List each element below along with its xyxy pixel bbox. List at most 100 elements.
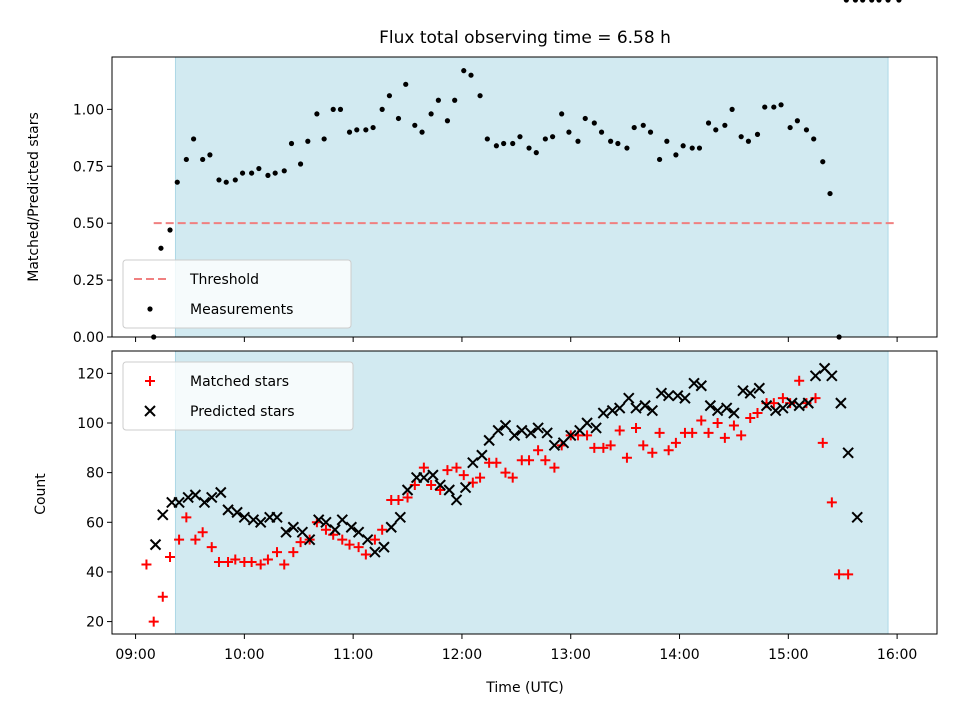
data-point (475, 472, 486, 483)
data-point (672, 389, 684, 402)
data-point (361, 533, 374, 546)
data-point (254, 516, 267, 528)
data-point (885, 0, 891, 3)
data-point (598, 129, 605, 135)
data-point (197, 527, 208, 538)
panel-counts: 20 40 60 80 100 120 09:00 10:00 11:00 12:00 13:00 1… (77, 351, 938, 663)
data-point (141, 559, 152, 570)
data-point (589, 442, 600, 453)
data-point (582, 115, 588, 122)
data-point (246, 557, 257, 568)
data-point (435, 97, 441, 103)
y-axis-label-bottom: Count (33, 473, 49, 515)
data-point (443, 484, 455, 496)
data-point (370, 124, 376, 131)
y-tick-label: 40 (86, 565, 104, 581)
y-tick-label: 120 (77, 366, 104, 382)
data-point (550, 134, 556, 140)
legend-swatch-dot (147, 306, 153, 312)
data-point (435, 485, 446, 496)
data-point (817, 437, 828, 448)
x-tick-label: 10:00 (224, 647, 264, 663)
data-point (345, 521, 358, 533)
data-point (777, 402, 789, 414)
data-point (461, 68, 467, 74)
data-point (256, 165, 262, 172)
legend: Matched stars Predicted stars (122, 361, 354, 431)
data-point (662, 389, 675, 402)
data-point (673, 152, 679, 158)
data-point (491, 457, 502, 468)
data-point (606, 404, 619, 417)
data-point (696, 415, 707, 426)
data-point (786, 397, 798, 409)
y-tick-label: 60 (86, 515, 104, 531)
data-point (802, 397, 814, 409)
y-tick-label: 100 (77, 416, 104, 432)
data-point (753, 382, 766, 394)
data-point (778, 102, 784, 108)
x-tick-label: 09:00 (115, 647, 155, 663)
data-point (777, 393, 788, 404)
data-point (386, 93, 393, 99)
data-point (190, 534, 201, 545)
data-point (369, 534, 380, 545)
data-point (711, 404, 724, 417)
data-point (744, 387, 756, 399)
x-tick-label: 16:00 (877, 647, 917, 663)
data-point (165, 552, 176, 563)
data-point (852, 0, 859, 3)
data-point (663, 445, 674, 456)
data-point (793, 399, 805, 412)
data-point (754, 131, 761, 137)
data-point (843, 569, 854, 580)
data-point (346, 129, 353, 135)
data-point (190, 136, 197, 142)
y-tick-label: 0.25 (73, 273, 104, 289)
data-point (320, 516, 332, 528)
data-point (809, 370, 822, 382)
data-point (265, 172, 271, 178)
data-point (811, 136, 817, 142)
data-point (412, 122, 418, 128)
data-point (363, 127, 369, 133)
data-point (687, 427, 698, 438)
data-point (720, 402, 733, 414)
legend-label: Measurements (190, 302, 293, 318)
data-point (760, 399, 773, 412)
data-point (320, 524, 331, 535)
legend: Threshold Measurements (122, 259, 352, 329)
y-tick-label: 0.75 (73, 159, 104, 175)
data-point (238, 511, 251, 524)
data-point (728, 407, 740, 419)
panel-ratio: 0.00 0.25 0.50 0.75 1.00 Threshold Measurement… (73, 0, 938, 346)
series-predicted-stars (151, 363, 863, 558)
y-tick-label: 0.00 (73, 330, 104, 346)
data-point (689, 145, 695, 151)
data-point (801, 398, 812, 409)
data-point (680, 143, 686, 149)
data-point (468, 72, 474, 78)
data-point (827, 190, 833, 197)
data-point (613, 402, 626, 414)
data-point (826, 497, 837, 508)
data-point (419, 129, 425, 135)
data-point (280, 526, 292, 538)
data-point (559, 111, 565, 117)
data-point (272, 547, 282, 558)
data-point (565, 429, 577, 442)
data-point (312, 514, 325, 526)
data-point (148, 616, 159, 627)
data-point (174, 179, 180, 185)
data-point (549, 462, 560, 473)
data-point (621, 452, 632, 463)
data-point (655, 387, 668, 399)
data-point (182, 491, 194, 504)
legend-swatch-plus (145, 376, 155, 386)
data-point (738, 134, 744, 140)
data-point (639, 399, 651, 412)
data-point (394, 511, 407, 524)
data-point (524, 455, 535, 466)
data-point (695, 380, 707, 392)
